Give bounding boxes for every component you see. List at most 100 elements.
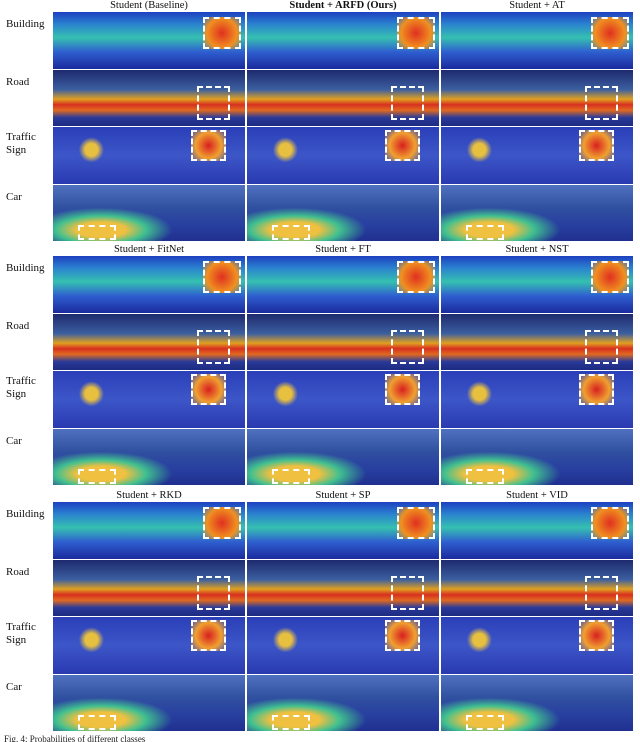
panel-title: Student + FT bbox=[315, 244, 371, 255]
highlight-box bbox=[197, 86, 230, 121]
hotspot bbox=[396, 260, 436, 294]
highlight-box bbox=[579, 619, 614, 651]
highlight-box bbox=[590, 506, 630, 540]
row-label: Road bbox=[6, 75, 30, 88]
panel-title: Student + VID bbox=[506, 490, 568, 501]
heatmap-image bbox=[441, 371, 633, 428]
row-label: Car bbox=[6, 434, 22, 447]
highlight-box bbox=[391, 330, 424, 365]
heatmap-image bbox=[247, 127, 439, 184]
heatmap-image bbox=[441, 502, 633, 559]
highlight-box bbox=[465, 469, 505, 484]
highlight-box bbox=[396, 260, 436, 294]
highlight-box bbox=[202, 260, 242, 294]
heatmap-image bbox=[53, 559, 245, 616]
hotspot bbox=[396, 16, 436, 50]
row-label: Building bbox=[6, 262, 45, 274]
heatmap-image bbox=[247, 69, 439, 126]
highlight-box bbox=[579, 373, 614, 405]
hotspot bbox=[579, 619, 614, 651]
panel-title: Student + NST bbox=[505, 244, 569, 255]
hotspot bbox=[202, 16, 242, 50]
heatmap-image bbox=[441, 313, 633, 370]
row-label: Building bbox=[6, 18, 45, 30]
highlight-box bbox=[465, 715, 505, 730]
row-label: Road bbox=[6, 319, 30, 332]
heatmap-image bbox=[247, 184, 439, 241]
hotspot bbox=[590, 260, 630, 294]
highlight-box bbox=[585, 86, 618, 121]
highlight-box bbox=[385, 619, 420, 651]
heatmap-image bbox=[53, 371, 245, 428]
heatmap-image bbox=[247, 559, 439, 616]
highlight-box bbox=[271, 715, 311, 730]
hotspot bbox=[590, 16, 630, 50]
heatmap-image bbox=[53, 313, 245, 370]
highlight-box bbox=[396, 16, 436, 50]
highlight-box bbox=[385, 373, 420, 405]
heatmap-image bbox=[441, 674, 633, 731]
heatmap-image bbox=[441, 69, 633, 126]
panel-title: Student + FitNet bbox=[113, 244, 185, 255]
heatmap-image bbox=[247, 12, 439, 69]
heatmap-image bbox=[247, 674, 439, 731]
highlight-box bbox=[385, 129, 420, 161]
heatmap-image bbox=[441, 256, 633, 313]
panel-title: Student + SP bbox=[315, 490, 371, 501]
highlight-box bbox=[197, 576, 230, 611]
highlight-box bbox=[465, 225, 505, 240]
heatmap-image bbox=[53, 184, 245, 241]
panel-title: Student + RKD bbox=[116, 490, 182, 501]
row-label: Car bbox=[6, 680, 22, 693]
heatmap-image bbox=[53, 502, 245, 559]
highlight-box bbox=[191, 619, 226, 651]
heatmap-image bbox=[53, 127, 245, 184]
highlight-box bbox=[77, 715, 117, 730]
row-label: Traffic Sign bbox=[6, 375, 36, 400]
heatmap-image bbox=[53, 428, 245, 485]
hotspot bbox=[202, 506, 242, 540]
highlight-box bbox=[590, 16, 630, 50]
highlight-box bbox=[585, 330, 618, 365]
heatmap-image bbox=[441, 617, 633, 674]
highlight-box bbox=[271, 225, 311, 240]
highlight-box bbox=[202, 506, 242, 540]
highlight-box bbox=[396, 506, 436, 540]
row-label: Traffic Sign bbox=[6, 621, 36, 646]
row-label: Car bbox=[6, 190, 22, 203]
heatmap-image bbox=[53, 617, 245, 674]
hotspot bbox=[191, 373, 226, 405]
highlight-box bbox=[77, 469, 117, 484]
heatmap-image bbox=[247, 371, 439, 428]
hotspot bbox=[385, 619, 420, 651]
highlight-box bbox=[590, 260, 630, 294]
caption: Fig. 4: Probabilities of different class… bbox=[4, 734, 146, 742]
heatmap-image bbox=[247, 313, 439, 370]
highlight-box bbox=[197, 330, 230, 365]
hotspot bbox=[191, 129, 226, 161]
highlight-box bbox=[271, 469, 311, 484]
highlight-box bbox=[579, 129, 614, 161]
heatmap-image bbox=[53, 69, 245, 126]
panel-title: Student + ARFD (Ours) bbox=[289, 0, 397, 11]
heatmap-image bbox=[247, 617, 439, 674]
hotspot bbox=[579, 373, 614, 405]
hotspot bbox=[385, 129, 420, 161]
row-label: Building bbox=[6, 508, 45, 520]
row-label: Traffic Sign bbox=[6, 131, 36, 156]
panel-title: Student + AT bbox=[509, 0, 565, 11]
heatmap-image bbox=[53, 12, 245, 69]
highlight-box bbox=[202, 16, 242, 50]
highlight-box bbox=[191, 373, 226, 405]
heatmap-image bbox=[441, 127, 633, 184]
hotspot bbox=[579, 129, 614, 161]
heatmap-image bbox=[247, 428, 439, 485]
hotspot bbox=[385, 373, 420, 405]
heatmap-image bbox=[441, 428, 633, 485]
highlight-box bbox=[585, 576, 618, 611]
hotspot bbox=[191, 619, 226, 651]
heatmap-image bbox=[247, 256, 439, 313]
hotspot bbox=[590, 506, 630, 540]
hotspot bbox=[396, 506, 436, 540]
